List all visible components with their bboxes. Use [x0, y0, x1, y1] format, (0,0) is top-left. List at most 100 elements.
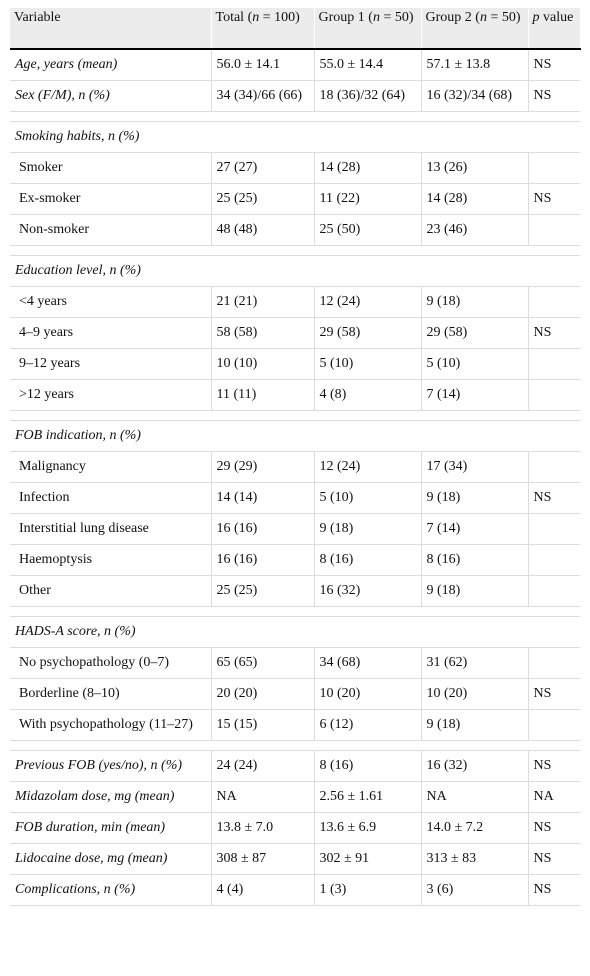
cell-p-value [528, 286, 580, 318]
cell-group1: 302 ± 91 [314, 843, 422, 875]
cell-p-value: NS [528, 678, 580, 710]
cell-group2: 23 (46) [421, 214, 529, 246]
cell-group1: 11 (22) [314, 183, 422, 215]
cell-variable: Complications, n (%) [10, 874, 212, 906]
cell-group2: 31 (62) [421, 647, 529, 679]
cell-total: 56.0 ± 14.1 [211, 48, 315, 81]
cell-group2: 57.1 ± 13.8 [421, 48, 529, 81]
cell-total: 308 ± 87 [211, 843, 315, 875]
cell-variable: Haemoptysis [10, 544, 212, 576]
cell-p-value: NS [528, 317, 580, 349]
cell-group2: 7 (14) [421, 379, 529, 411]
cell-group2: NA [421, 781, 529, 813]
cell-total: 29 (29) [211, 451, 315, 483]
cell-variable: FOB duration, min (mean) [10, 812, 212, 844]
cell-variable: Lidocaine dose, mg (mean) [10, 843, 212, 875]
cell-group1: 8 (16) [314, 544, 422, 576]
spacer-row [10, 410, 580, 421]
cell-p-value: NS [528, 80, 580, 112]
section-label: FOB indication, n (%) [10, 420, 580, 452]
cell-total: 24 (24) [211, 750, 315, 782]
cell-group1: 10 (20) [314, 678, 422, 710]
cell-variable: Sex (F/M), n (%) [10, 80, 212, 112]
table-row: Sex (F/M), n (%) 34 (34)/66 (66) 18 (36)/3… [10, 80, 580, 112]
cell-variable: No psychopathology (0–7) [10, 647, 212, 679]
cell-variable: Ex-smoker [10, 183, 212, 215]
spacer-row [10, 606, 580, 617]
cell-total: 21 (21) [211, 286, 315, 318]
cell-group1: 6 (12) [314, 709, 422, 741]
cell-total: 27 (27) [211, 152, 315, 184]
cell-variable: Previous FOB (yes/no), n (%) [10, 750, 212, 782]
cell-p-value: NA [528, 781, 580, 813]
cell-total: 58 (58) [211, 317, 315, 349]
table-row: FOB duration, min (mean) 13.8 ± 7.0 13.6 ±… [10, 812, 580, 844]
cell-group2: 5 (10) [421, 348, 529, 380]
cell-group1: 8 (16) [314, 750, 422, 782]
cell-total: 4 (4) [211, 874, 315, 906]
cell-group1: 9 (18) [314, 513, 422, 545]
cell-p-value [528, 214, 580, 246]
cell-total: 13.8 ± 7.0 [211, 812, 315, 844]
spacer-cell [10, 410, 580, 421]
table-row: Borderline (8–10) 20 (20) 10 (20) 10 (20) NS [10, 678, 580, 710]
cell-group2: 9 (18) [421, 286, 529, 318]
cell-p-value: NS [528, 812, 580, 844]
cell-p-value [528, 709, 580, 741]
cell-variable: Interstitial lung disease [10, 513, 212, 545]
table-row: Ex-smoker 25 (25) 11 (22) 14 (28) NS [10, 183, 580, 215]
cell-total: 15 (15) [211, 709, 315, 741]
header-total: Total (n = 100) [211, 8, 315, 50]
cell-variable: Age, years (mean) [10, 48, 212, 81]
cell-group2: 8 (16) [421, 544, 529, 576]
table-row: Non-smoker 48 (48) 25 (50) 23 (46) [10, 214, 580, 246]
spacer-row [10, 245, 580, 256]
cell-variable: Midazolam dose, mg (mean) [10, 781, 212, 813]
spacer-cell [10, 606, 580, 617]
cell-variable: >12 years [10, 379, 212, 411]
table-row: Lidocaine dose, mg (mean) 308 ± 87 302 ± 9… [10, 843, 580, 875]
table-header: Variable Total (n = 100) Group 1 (n = 50… [10, 8, 581, 50]
cell-p-value: NS [528, 874, 580, 906]
table-row: <4 years 21 (21) 12 (24) 9 (18) [10, 286, 580, 318]
cell-total: 65 (65) [211, 647, 315, 679]
cell-variable: Malignancy [10, 451, 212, 483]
table-row: No psychopathology (0–7) 65 (65) 34 (68) 31… [10, 647, 580, 679]
cell-variable: Other [10, 575, 212, 607]
cell-p-value [528, 451, 580, 483]
cell-group1: 25 (50) [314, 214, 422, 246]
table-row: Infection 14 (14) 5 (10) 9 (18) NS [10, 482, 580, 514]
cell-group2: 14.0 ± 7.2 [421, 812, 529, 844]
cell-p-value: NS [528, 482, 580, 514]
section-label: Education level, n (%) [10, 255, 580, 287]
section-row: Education level, n (%) [10, 255, 580, 287]
cell-variable: Non-smoker [10, 214, 212, 246]
cell-total: NA [211, 781, 315, 813]
cell-group1: 16 (32) [314, 575, 422, 607]
table-row: Malignancy 29 (29) 12 (24) 17 (34) [10, 451, 580, 483]
header-group1: Group 1 (n = 50) [314, 8, 422, 50]
cell-variable: Smoker [10, 152, 212, 184]
cell-group2: 14 (28) [421, 183, 529, 215]
cell-p-value: NS [528, 48, 580, 81]
section-row: Smoking habits, n (%) [10, 121, 580, 153]
table-row: Age, years (mean) 56.0 ± 14.1 55.0 ± 14.4 5… [10, 48, 580, 81]
table-row: Haemoptysis 16 (16) 8 (16) 8 (16) [10, 544, 580, 576]
cell-group2: 7 (14) [421, 513, 529, 545]
cell-p-value: NS [528, 183, 580, 215]
spacer-row [10, 111, 580, 122]
header-group2: Group 2 (n = 50) [421, 8, 529, 50]
header-row: Variable Total (n = 100) Group 1 (n = 50… [10, 8, 581, 50]
cell-p-value [528, 152, 580, 184]
table-row: 9–12 years 10 (10) 5 (10) 5 (10) [10, 348, 580, 380]
section-label: HADS-A score, n (%) [10, 616, 580, 648]
cell-group1: 13.6 ± 6.9 [314, 812, 422, 844]
cell-group1: 14 (28) [314, 152, 422, 184]
cell-group2: 10 (20) [421, 678, 529, 710]
cell-group2: 3 (6) [421, 874, 529, 906]
cell-variable: 9–12 years [10, 348, 212, 380]
spacer-cell [10, 245, 580, 256]
spacer-row [10, 740, 580, 751]
cell-total: 16 (16) [211, 544, 315, 576]
spacer-cell [10, 111, 580, 122]
